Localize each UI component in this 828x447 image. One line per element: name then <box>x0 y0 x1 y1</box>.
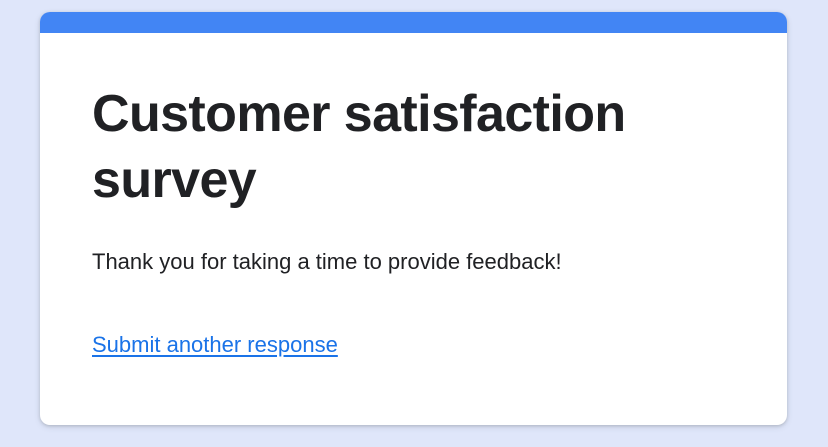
card-body: Customer satisfaction survey Thank you f… <box>40 33 787 425</box>
submit-another-response-link[interactable]: Submit another response <box>92 332 338 357</box>
page-title: Customer satisfaction survey <box>92 85 626 209</box>
card-accent-bar <box>40 12 787 33</box>
confirmation-message: Thank you for taking a time to provide f… <box>92 249 562 274</box>
response-card: Customer satisfaction survey Thank you f… <box>40 12 787 425</box>
